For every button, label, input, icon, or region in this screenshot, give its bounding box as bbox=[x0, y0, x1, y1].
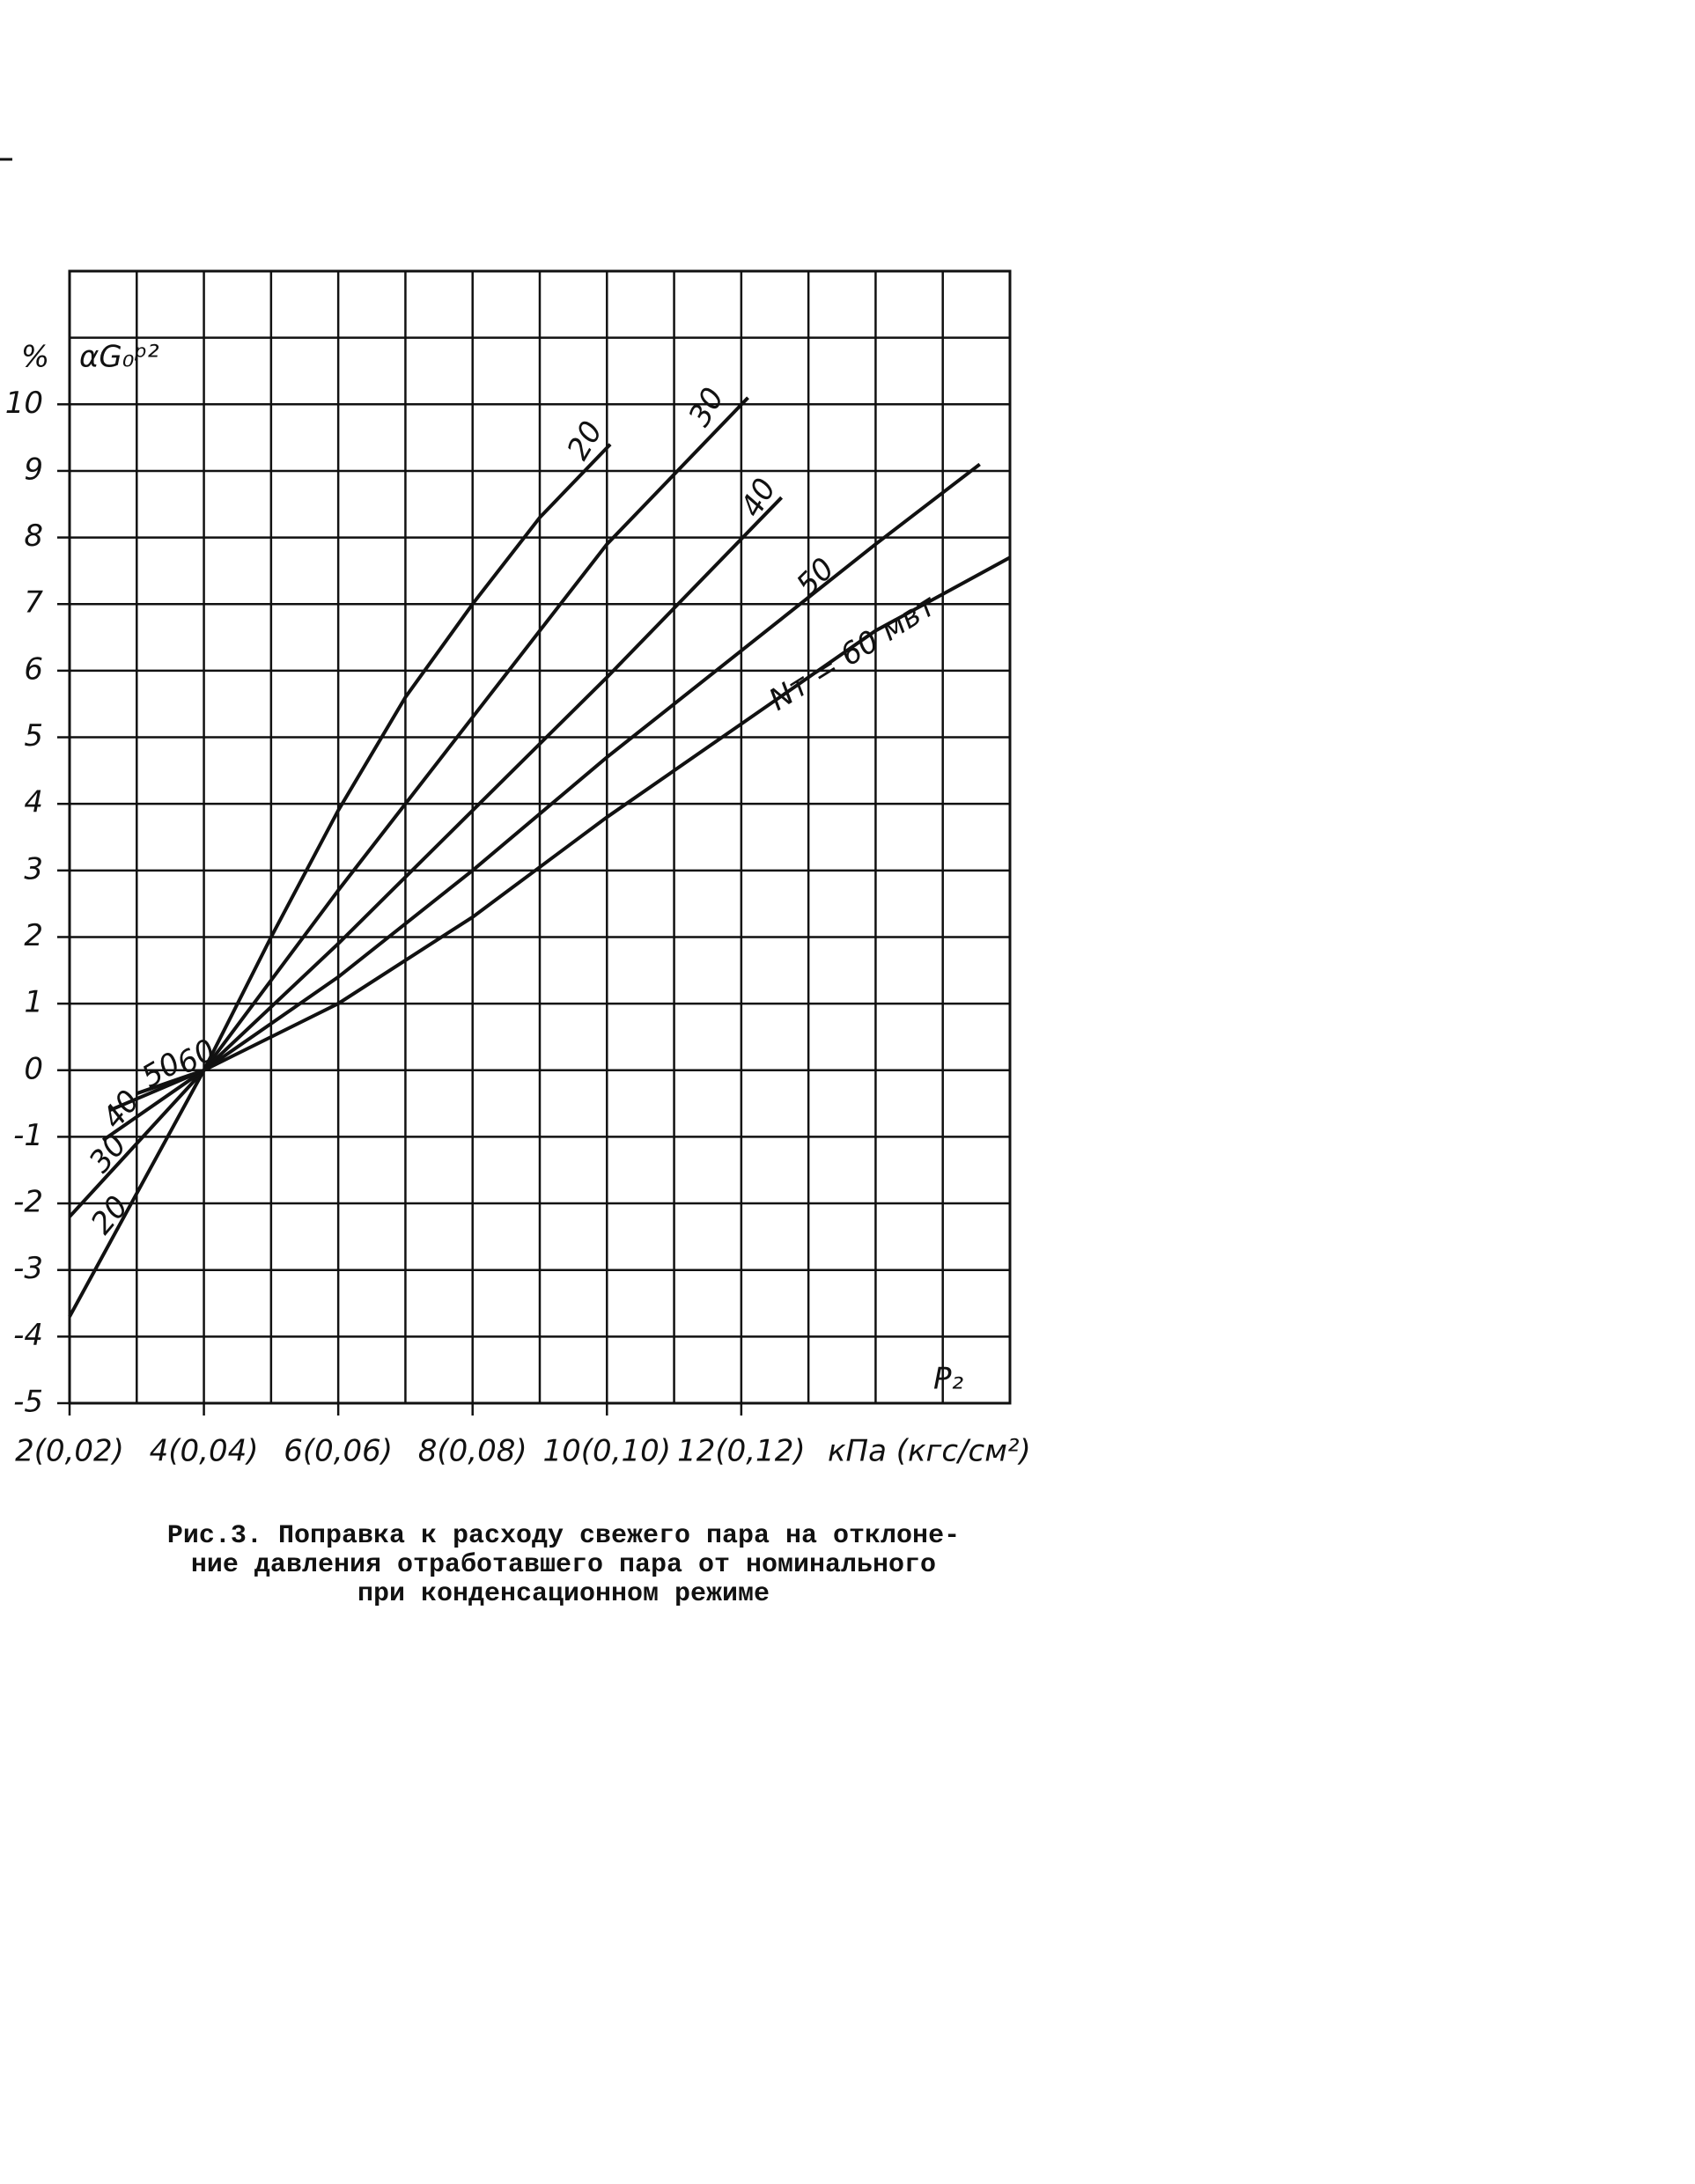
annotation: 20 bbox=[85, 1189, 136, 1241]
y-tick-label: 7 bbox=[24, 585, 43, 621]
y-tick-label: 1 bbox=[24, 985, 43, 1020]
x-unit: кПа (кгс/см²) bbox=[828, 1434, 1031, 1469]
series-line bbox=[109, 462, 981, 1113]
x-tick-label: 12(0,12) bbox=[677, 1434, 806, 1469]
series-label: 20 bbox=[560, 415, 609, 466]
y-unit: % bbox=[21, 340, 49, 375]
y-tick-label: 10 bbox=[5, 386, 43, 421]
series-line bbox=[136, 555, 1011, 1096]
y-tick-label: 3 bbox=[24, 851, 43, 886]
x-tick-label: 2(0,02) bbox=[15, 1434, 124, 1469]
y-tick-label: 6 bbox=[24, 651, 43, 687]
caption-line: при конденсационном режиме bbox=[357, 1579, 770, 1609]
y-tick-label: 2 bbox=[24, 918, 43, 953]
y-tick-label: -4 bbox=[13, 1318, 43, 1353]
y-tick-label: 0 bbox=[24, 1051, 43, 1086]
y-tick-label: 9 bbox=[24, 452, 43, 487]
x-tick-label: 6(0,06) bbox=[284, 1434, 393, 1469]
series-line bbox=[68, 443, 612, 1318]
y-tick-label: -1 bbox=[13, 1118, 43, 1153]
series-label: Nт = 60 мвт bbox=[763, 587, 943, 717]
x-tick-label: 10(0,10) bbox=[543, 1434, 672, 1469]
y-tick-label: -5 bbox=[13, 1385, 43, 1420]
series-line bbox=[101, 496, 784, 1142]
y-tick-label: -2 bbox=[13, 1185, 43, 1220]
x-tick-label: 4(0,04) bbox=[150, 1434, 259, 1469]
caption-line: Рис.3. Поправка к расходу свежего пара н… bbox=[167, 1521, 960, 1551]
y-tick-label: 5 bbox=[24, 718, 43, 754]
caption-line: ние давления отработавшего пара от номин… bbox=[191, 1550, 936, 1580]
series-label: 50 bbox=[790, 551, 842, 603]
x-tick-label: 8(0,08) bbox=[418, 1434, 527, 1469]
annotation: 30 bbox=[83, 1128, 134, 1180]
y-label: αG₀ᵖ² bbox=[79, 340, 159, 375]
x-label: P₂ bbox=[933, 1362, 964, 1397]
series-line bbox=[68, 396, 749, 1218]
y-tick-label: -3 bbox=[13, 1251, 43, 1286]
y-tick-label: 4 bbox=[24, 785, 43, 820]
y-tick-label: 8 bbox=[24, 518, 43, 554]
